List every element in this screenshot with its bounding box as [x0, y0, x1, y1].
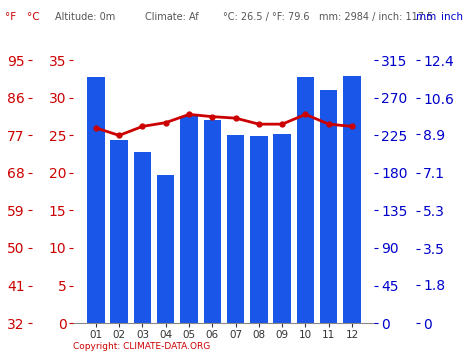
Bar — [227, 135, 244, 323]
Bar — [180, 116, 198, 323]
Text: °C: 26.5 / °F: 79.6: °C: 26.5 / °F: 79.6 — [223, 12, 309, 22]
Text: mm: 2984 / inch: 117.5: mm: 2984 / inch: 117.5 — [319, 12, 433, 22]
Text: °C: °C — [27, 12, 40, 22]
Bar — [297, 77, 314, 323]
Bar — [320, 89, 337, 323]
Bar — [250, 136, 268, 323]
Bar — [204, 120, 221, 323]
Text: Copyright: CLIMATE-DATA.ORG: Copyright: CLIMATE-DATA.ORG — [73, 343, 211, 351]
Bar — [134, 152, 151, 323]
Bar — [157, 175, 174, 323]
Bar — [273, 134, 291, 323]
Bar — [343, 76, 361, 323]
Text: mm: mm — [416, 12, 437, 22]
Text: Climate: Af: Climate: Af — [145, 12, 198, 22]
Text: Altitude: 0m: Altitude: 0m — [55, 12, 115, 22]
Text: inch: inch — [441, 12, 463, 22]
Text: °F: °F — [5, 12, 16, 22]
Bar — [110, 140, 128, 323]
Bar — [87, 77, 105, 323]
